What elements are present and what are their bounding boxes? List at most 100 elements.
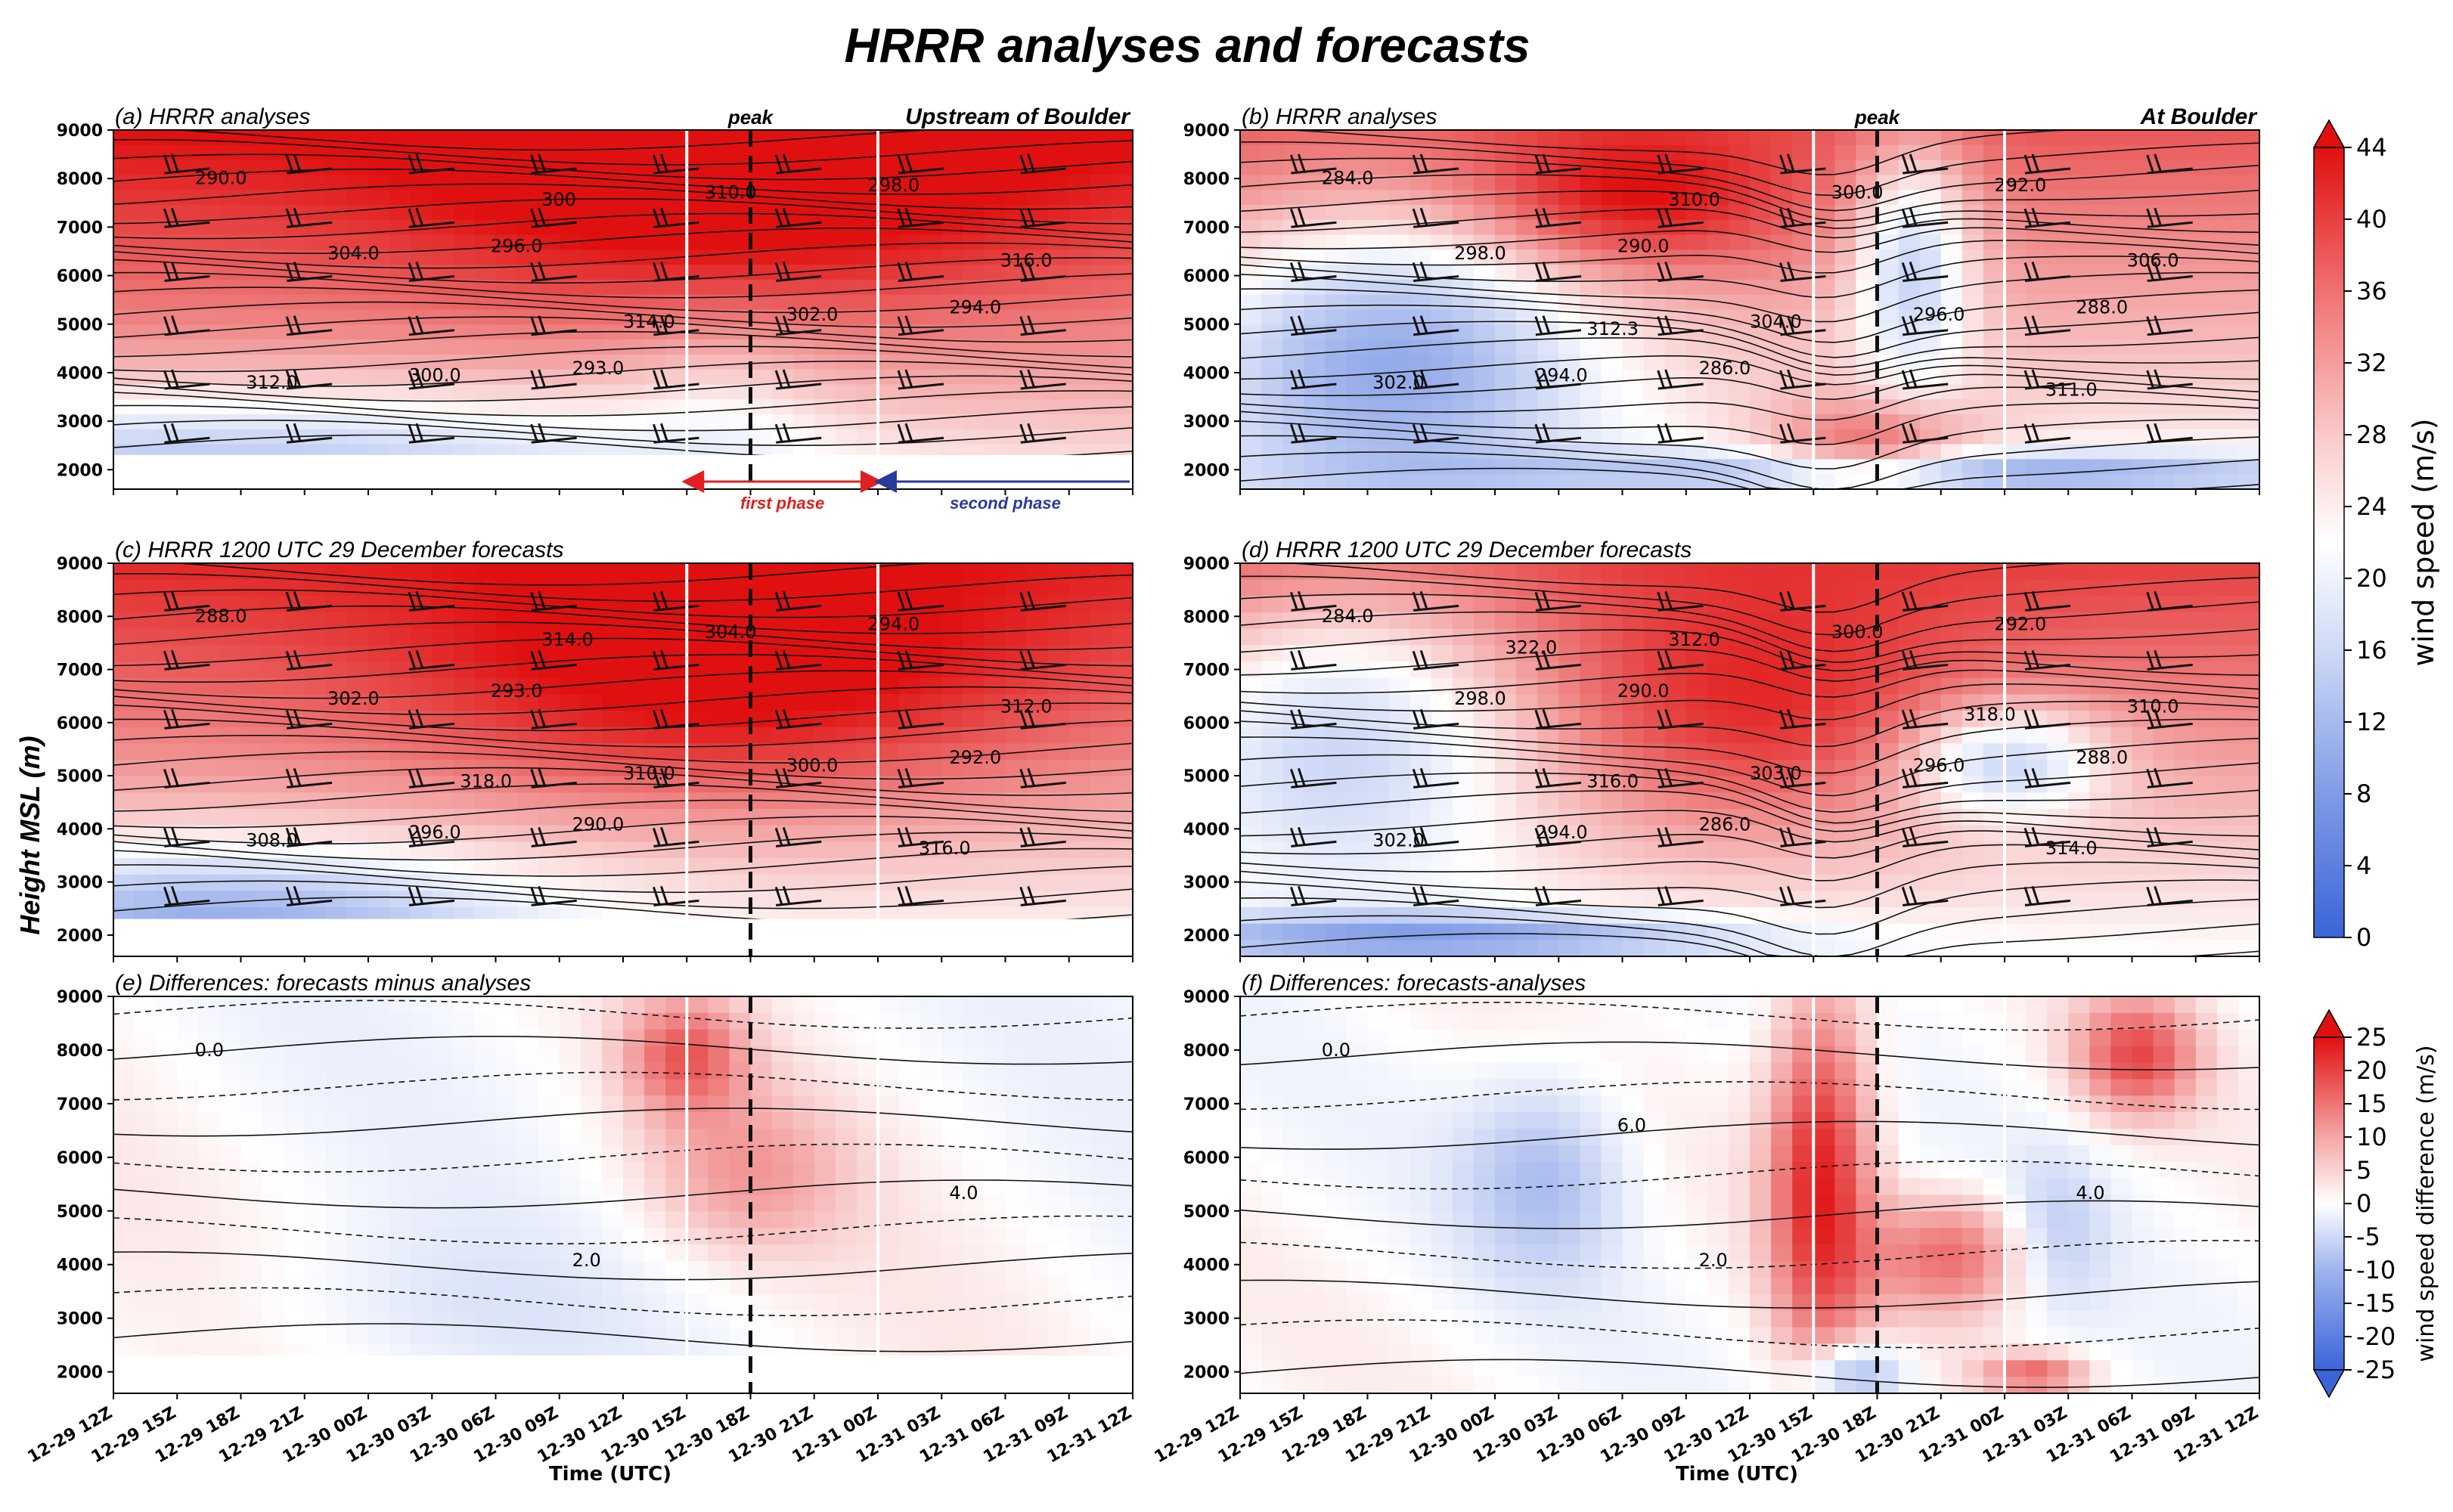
field-cell (1090, 996, 1112, 1014)
field-cell (1558, 907, 1580, 925)
field-cell (2216, 760, 2239, 777)
field-cell (1537, 339, 1559, 355)
field-cell (1940, 858, 1963, 875)
field-cell (1047, 279, 1070, 296)
field-cell (1473, 219, 1496, 236)
field-cell (984, 294, 1006, 311)
field-cell (1473, 760, 1496, 777)
field-cell (559, 384, 581, 400)
field-cell (1346, 792, 1369, 810)
field-cell (1111, 219, 1133, 236)
contour-label: 304.0 (705, 621, 757, 643)
field-cell (1983, 429, 2005, 445)
field-cell (1707, 940, 1729, 957)
field-cell (1304, 923, 1326, 940)
field-cell (1940, 144, 1963, 161)
field-cell (1580, 776, 1602, 793)
contour-label: 302.0 (786, 304, 839, 325)
field-cell (389, 354, 411, 370)
field-cell (580, 414, 603, 430)
field-cell (601, 265, 624, 280)
field-cell (580, 874, 603, 891)
field-cell (1068, 563, 1091, 581)
panel-e: 0.02.04.0(e) Differences: forecasts minu… (25, 971, 1135, 1467)
wind-barb (1901, 590, 1949, 612)
field-cell (1685, 294, 1708, 311)
field-cell (1558, 279, 1580, 296)
field-cell (2089, 940, 2111, 957)
field-cell (1325, 743, 1347, 761)
y-tick-label: 4000 (1183, 364, 1230, 383)
field-cell (1622, 628, 1645, 646)
wind-barb (408, 885, 455, 906)
field-cell (920, 249, 942, 265)
contour-line (113, 153, 1133, 181)
field-cell (1622, 369, 1645, 386)
wind-barb (2023, 315, 2071, 336)
field-cell (346, 645, 369, 662)
field-cell (2153, 414, 2175, 430)
field-cell (1961, 309, 1984, 325)
field-cell (1261, 792, 1283, 810)
field-cell (1707, 474, 1729, 490)
field-cell (963, 354, 985, 370)
field-cell (198, 1012, 220, 1030)
wind-barb (163, 708, 210, 730)
field-cell (601, 309, 624, 325)
field-cell (2068, 205, 2090, 221)
field-cell (1707, 711, 1729, 728)
field-cell (1304, 339, 1326, 355)
field-cell (156, 645, 178, 662)
contour-line (113, 621, 1133, 651)
field-cell (495, 324, 518, 340)
field-cell (2089, 384, 2111, 400)
field-cell (2110, 923, 2133, 940)
field-cell (1026, 727, 1049, 744)
field-cell (580, 743, 603, 761)
field-cell (1622, 265, 1645, 280)
field-cell (262, 711, 284, 728)
field-cell (771, 579, 794, 596)
wind-barb (1534, 207, 1582, 228)
field-cell (1240, 743, 1262, 761)
field-cell (644, 249, 666, 265)
field-cell (389, 369, 411, 386)
field-cell (1580, 677, 1602, 695)
field-cell (1664, 190, 1687, 206)
field-cell (1580, 563, 1602, 581)
field-cell (1601, 711, 1623, 728)
field-cell (687, 249, 709, 265)
field-cell (2089, 399, 2111, 415)
contour-line (113, 169, 1133, 195)
field-cell (878, 309, 900, 325)
field-cell (1473, 662, 1496, 679)
field-cell (878, 677, 900, 695)
field-cell (1261, 645, 1283, 662)
wind-barb (2023, 767, 2071, 789)
field-cell (1452, 265, 1475, 280)
y-axis-label: Height MSL (m) (14, 736, 45, 934)
contour-line (113, 271, 1133, 299)
field-cell (2195, 160, 2218, 175)
field-cell (325, 841, 348, 859)
field-cell (325, 563, 348, 581)
field-cell (1813, 858, 1835, 875)
field-cell (240, 234, 263, 250)
field-cell (1409, 249, 1432, 265)
field-cell (411, 996, 433, 1014)
y-tick-label: 6000 (1183, 268, 1230, 287)
field-cell (644, 694, 666, 711)
field-cell (1367, 130, 1390, 146)
field-cell (771, 219, 794, 236)
field-cell (1898, 294, 1921, 311)
field-cell (984, 727, 1006, 744)
field-cell (1304, 907, 1326, 925)
field-cell (1940, 612, 1963, 630)
field-cell (1750, 130, 1772, 146)
contour-label: 300 (541, 189, 576, 210)
field-cell (1664, 579, 1687, 596)
field-cell (1622, 219, 1645, 236)
field-cell (580, 579, 603, 596)
field-cell (835, 579, 857, 596)
field-cell (1495, 339, 1517, 355)
